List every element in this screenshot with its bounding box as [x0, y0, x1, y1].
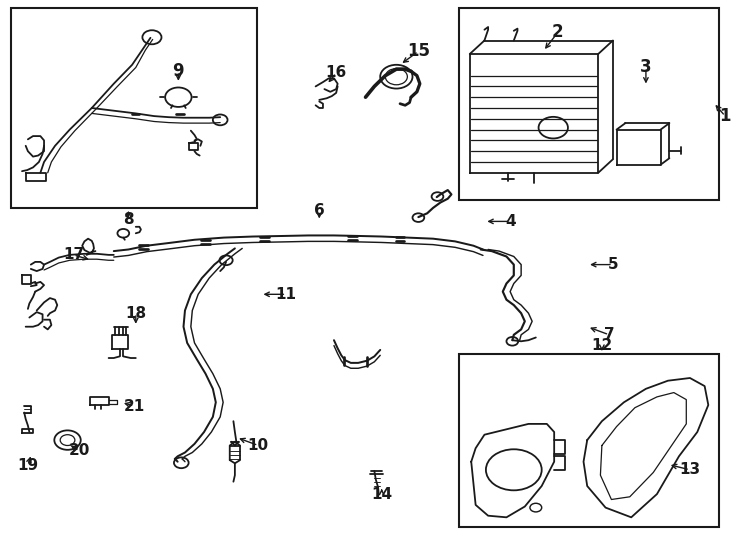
Text: 10: 10 — [248, 438, 269, 453]
Bar — [459, 354, 719, 526]
Text: 9: 9 — [172, 62, 184, 80]
Bar — [11, 8, 257, 208]
Text: 20: 20 — [68, 443, 90, 458]
Text: 14: 14 — [371, 487, 392, 502]
Text: 8: 8 — [123, 212, 134, 227]
Text: 12: 12 — [592, 338, 612, 353]
Text: 13: 13 — [680, 462, 700, 477]
Text: 15: 15 — [407, 42, 430, 60]
Text: 16: 16 — [326, 65, 346, 80]
Text: 3: 3 — [640, 58, 652, 77]
Text: 4: 4 — [505, 214, 515, 229]
Text: 7: 7 — [604, 327, 614, 342]
Text: 11: 11 — [276, 287, 297, 302]
Text: 1: 1 — [719, 107, 731, 125]
Text: 5: 5 — [608, 257, 618, 272]
Text: 21: 21 — [124, 399, 145, 414]
Text: 6: 6 — [314, 203, 324, 218]
Text: 2: 2 — [552, 23, 564, 42]
Text: 17: 17 — [63, 247, 84, 262]
Bar — [459, 8, 719, 200]
Text: 18: 18 — [126, 306, 146, 321]
Text: 19: 19 — [18, 458, 38, 473]
